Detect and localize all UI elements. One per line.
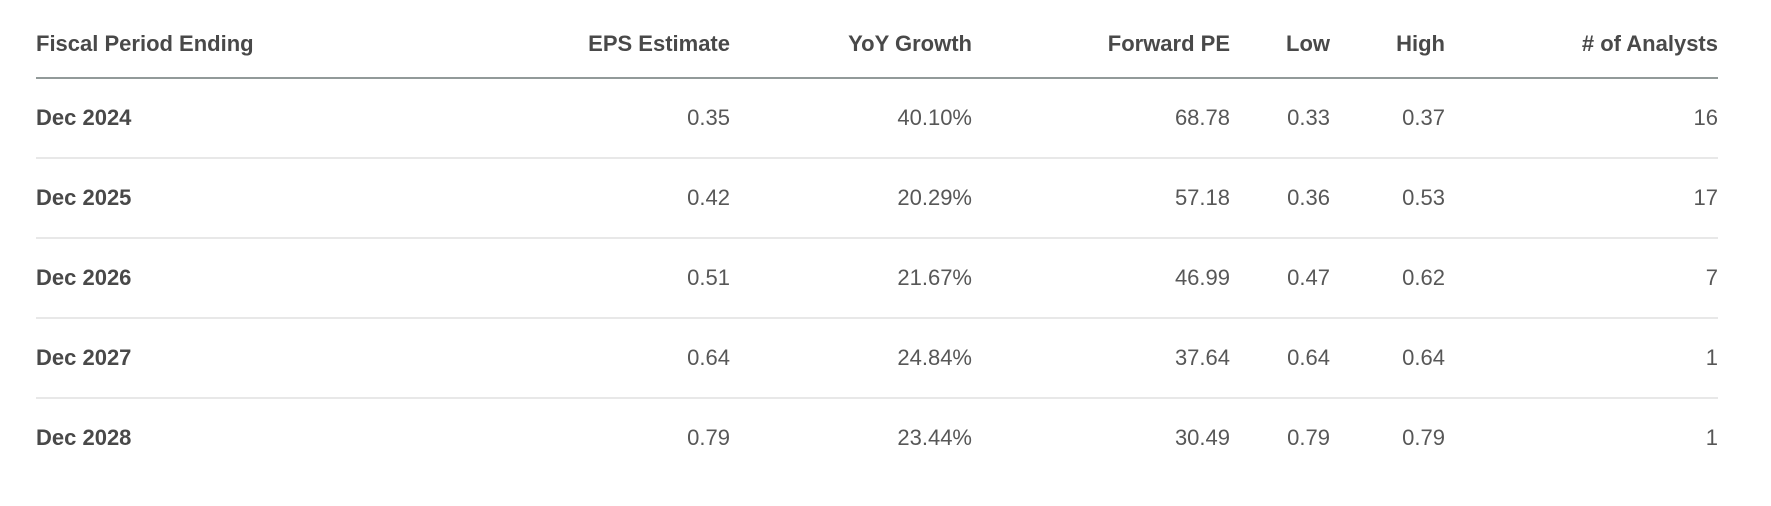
cell-forward-pe: 46.99 bbox=[972, 238, 1230, 319]
cell-high: 0.37 bbox=[1330, 78, 1445, 159]
cell-analysts: 1 bbox=[1445, 318, 1718, 399]
cell-analysts: 1 bbox=[1705, 425, 1718, 450]
table-row: Dec 2026 0.51 21.67% 46.99 0.47 0.62 7 bbox=[36, 238, 1718, 319]
cell-high: 0.64 bbox=[1330, 318, 1445, 399]
cell-yoy-growth: 20.29% bbox=[730, 158, 972, 239]
cell-fiscal-period: Dec 2028 bbox=[36, 425, 132, 450]
table-header: Fiscal Period Ending EPS Estimate YoY Gr… bbox=[36, 0, 1718, 79]
cell-eps-estimate: 0.64 bbox=[486, 318, 730, 399]
column-header-forward-pe: Forward PE bbox=[972, 0, 1230, 79]
earnings-estimates-table: Fiscal Period Ending EPS Estimate YoY Gr… bbox=[36, 0, 1718, 477]
table-row: Dec 2025 0.42 20.29% 57.18 0.36 0.53 17 bbox=[36, 158, 1718, 239]
cell-low: 0.36 bbox=[1230, 158, 1330, 239]
cell-high: 0.79 bbox=[1402, 425, 1445, 450]
cell-yoy-growth: 24.84% bbox=[730, 318, 972, 399]
column-header-eps-estimate: EPS Estimate bbox=[486, 0, 730, 79]
cell-analysts: 7 bbox=[1445, 238, 1718, 319]
cell-fiscal-period: Dec 2027 bbox=[36, 318, 486, 399]
cell-fiscal-period: Dec 2024 bbox=[36, 78, 486, 159]
column-header-low: Low bbox=[1230, 0, 1330, 79]
cell-yoy-growth: 23.44% bbox=[897, 425, 972, 450]
cell-analysts: 16 bbox=[1445, 78, 1718, 159]
cell-forward-pe: 68.78 bbox=[972, 78, 1230, 159]
cell-analysts: 17 bbox=[1445, 158, 1718, 239]
cell-eps-estimate: 0.42 bbox=[486, 158, 730, 239]
table-body: Dec 2024 0.35 40.10% 68.78 0.33 0.37 16 … bbox=[36, 78, 1718, 477]
cell-high: 0.53 bbox=[1330, 158, 1445, 239]
cell-low: 0.64 bbox=[1230, 318, 1330, 399]
cell-eps-estimate: 0.51 bbox=[486, 238, 730, 319]
cell-low: 0.79 bbox=[1287, 425, 1330, 450]
cell-eps-estimate: 0.35 bbox=[486, 78, 730, 159]
cell-forward-pe: 57.18 bbox=[972, 158, 1230, 239]
table-row: Dec 2024 0.35 40.10% 68.78 0.33 0.37 16 bbox=[36, 78, 1718, 159]
cell-low: 0.47 bbox=[1230, 238, 1330, 319]
table-row: Dec 2027 0.64 24.84% 37.64 0.64 0.64 1 bbox=[36, 318, 1718, 399]
column-header-fiscal-period-ending: Fiscal Period Ending bbox=[36, 0, 486, 79]
table-row: Dec 2028 0.79 23.44% 30.49 0.79 0.79 1 bbox=[36, 398, 1718, 477]
cell-forward-pe: 30.49 bbox=[1174, 425, 1230, 450]
cell-fiscal-period: Dec 2026 bbox=[36, 238, 486, 319]
estimates-table-container: Fiscal Period Ending EPS Estimate YoY Gr… bbox=[36, 0, 1718, 477]
cell-yoy-growth: 21.67% bbox=[730, 238, 972, 319]
cell-low: 0.33 bbox=[1230, 78, 1330, 159]
header-row: Fiscal Period Ending EPS Estimate YoY Gr… bbox=[36, 0, 1718, 79]
column-header-high: High bbox=[1330, 0, 1445, 79]
cell-yoy-growth: 40.10% bbox=[730, 78, 972, 159]
cell-high: 0.62 bbox=[1330, 238, 1445, 319]
column-header-yoy-growth: YoY Growth bbox=[730, 0, 972, 79]
cell-forward-pe: 37.64 bbox=[972, 318, 1230, 399]
cell-fiscal-period: Dec 2025 bbox=[36, 158, 486, 239]
cell-eps-estimate: 0.79 bbox=[687, 425, 730, 450]
column-header-analysts: # of Analysts bbox=[1445, 0, 1718, 79]
